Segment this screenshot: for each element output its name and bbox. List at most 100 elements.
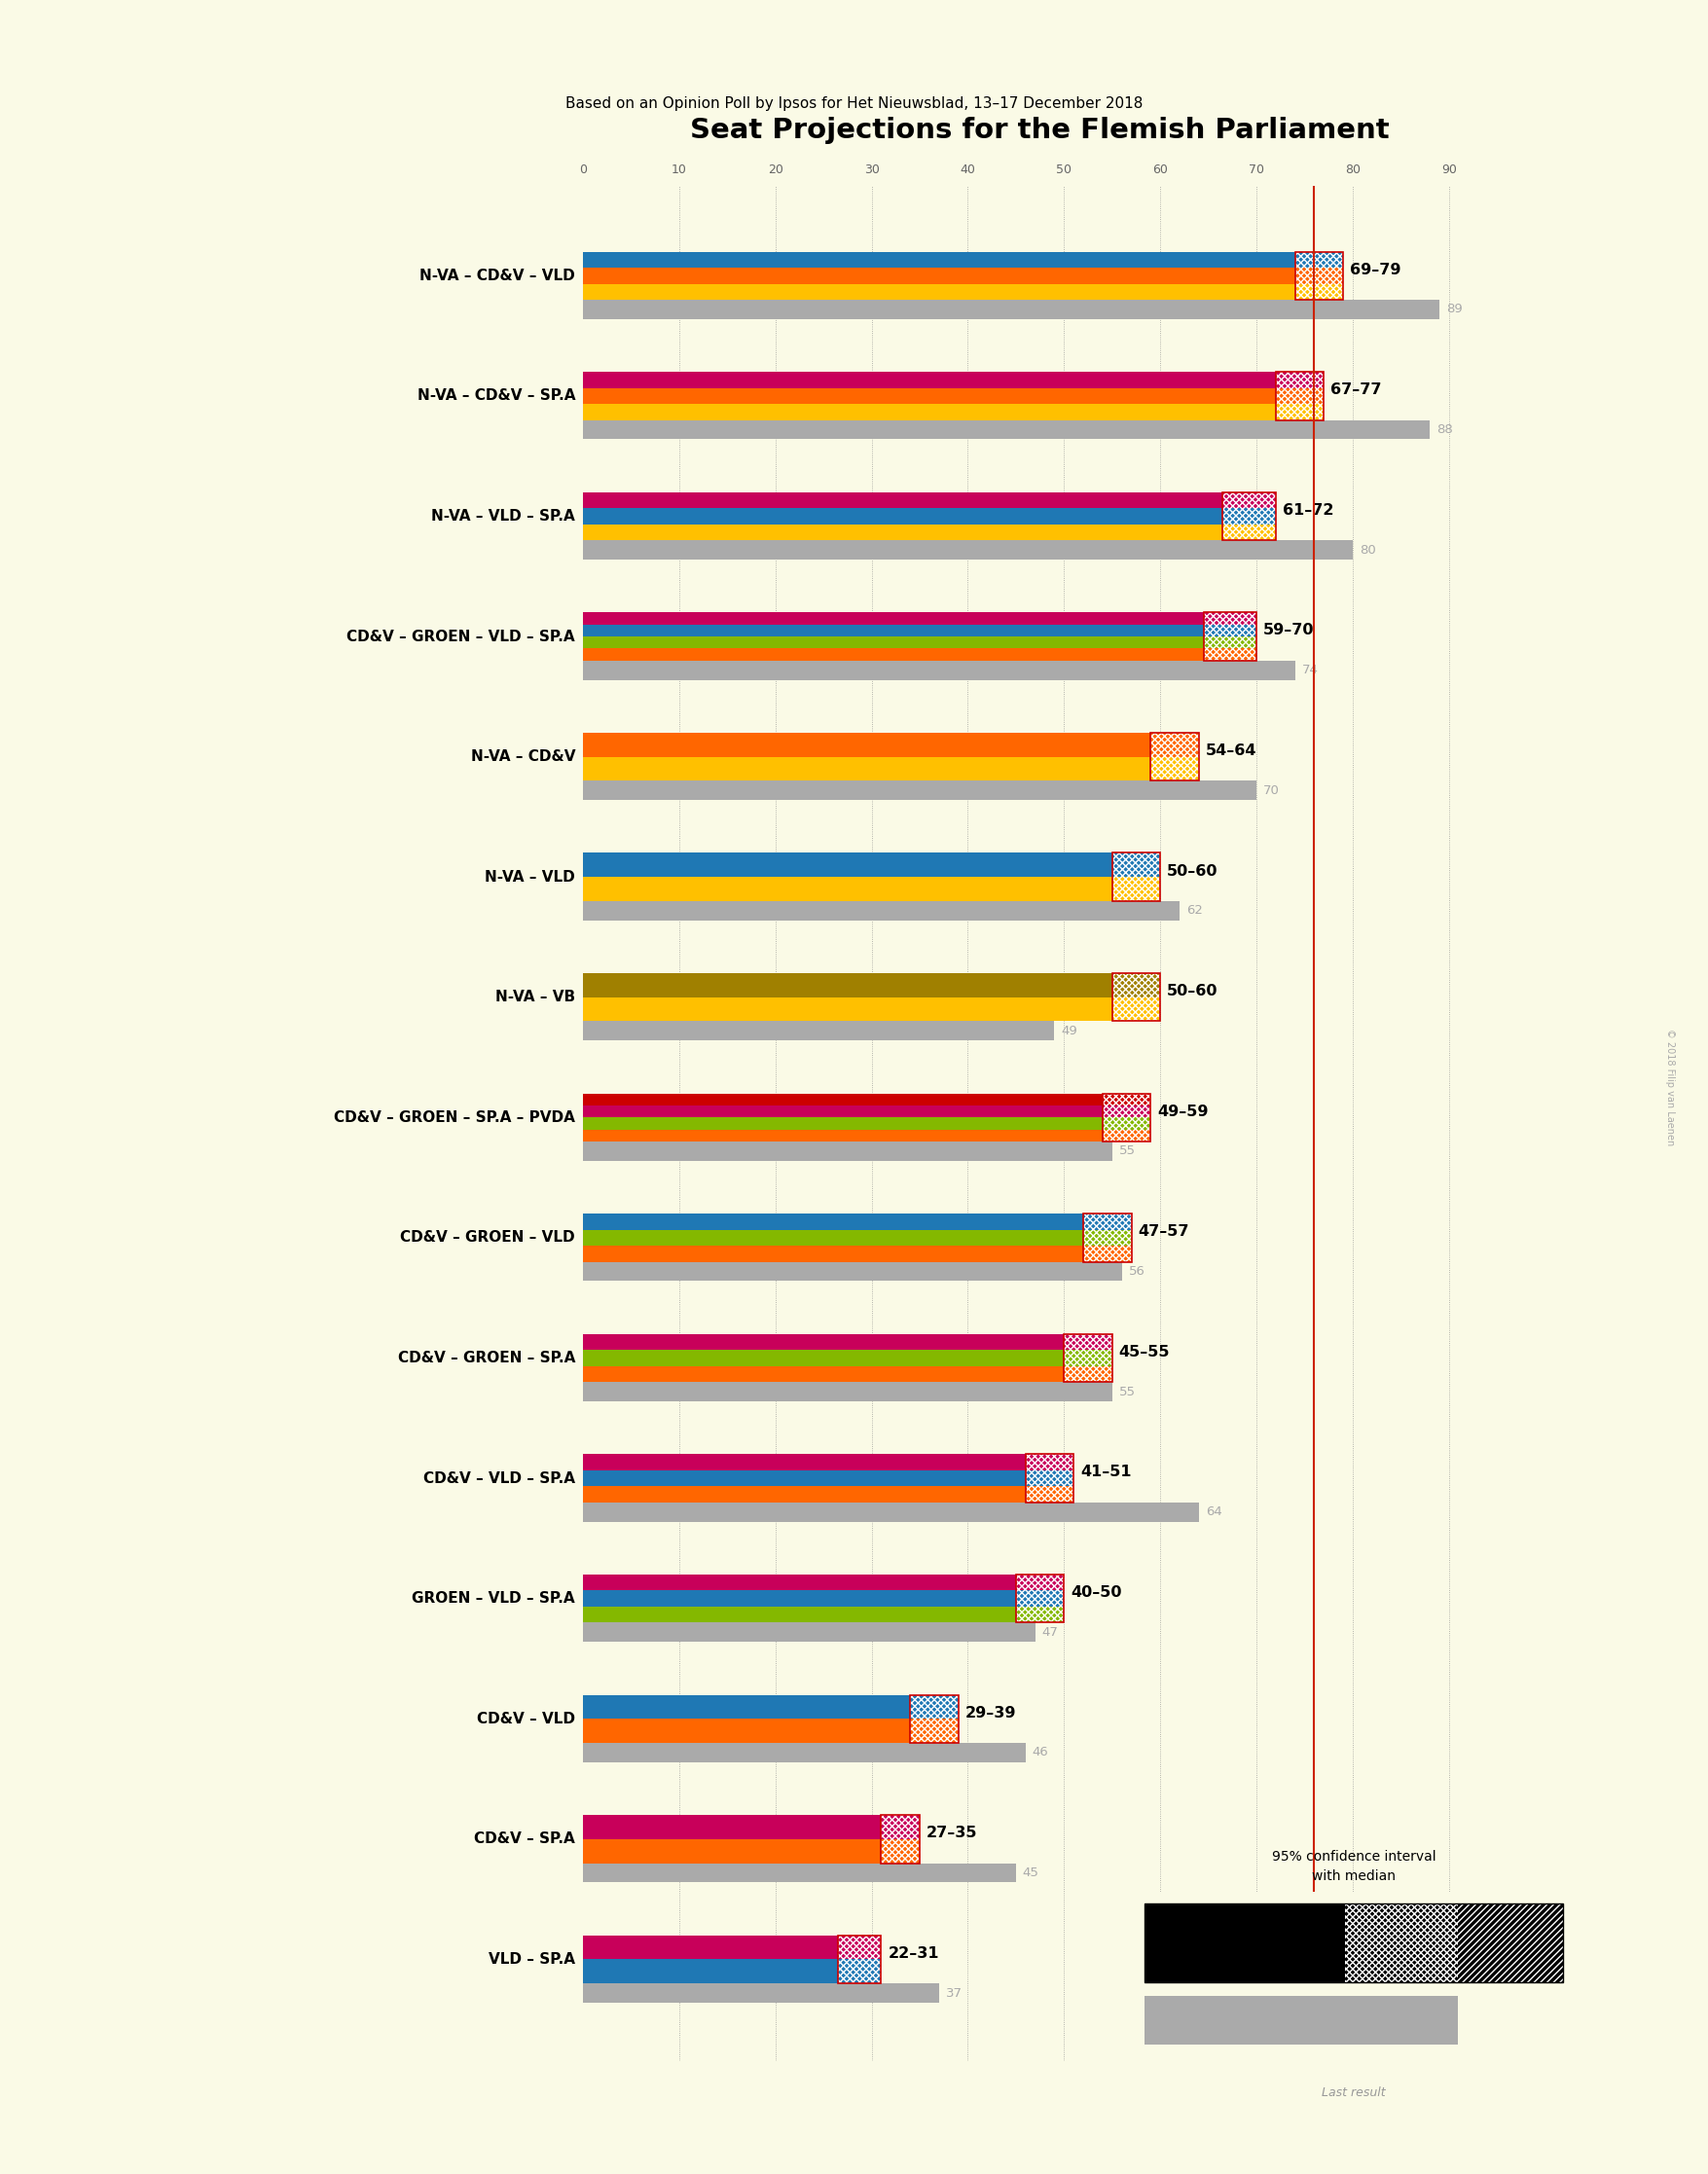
Text: 69–79: 69–79	[1349, 263, 1401, 276]
Bar	[582, 974, 1112, 998]
Bar	[1144, 1904, 1563, 1983]
Bar	[1025, 1454, 1074, 1470]
Bar	[582, 1350, 1064, 1365]
Text: CD&V – GROEN – SP.A – PVDA: CD&V – GROEN – SP.A – PVDA	[335, 1111, 576, 1124]
Text: 74: 74	[1301, 663, 1319, 676]
Text: 95% confidence interval
with median: 95% confidence interval with median	[1271, 1850, 1436, 1883]
Bar	[1102, 1107, 1151, 1117]
Text: 88: 88	[1436, 424, 1454, 437]
Bar	[1016, 1591, 1064, 1607]
Bar	[1223, 491, 1276, 509]
Text: 64: 64	[1206, 1507, 1221, 1517]
Bar	[1102, 1130, 1151, 1141]
Bar	[1295, 283, 1342, 300]
Bar	[881, 1815, 919, 1863]
Bar	[1223, 491, 1276, 509]
Text: 56: 56	[1129, 1265, 1144, 1278]
Text: N-VA – CD&V – VLD: N-VA – CD&V – VLD	[420, 267, 576, 283]
Bar	[1064, 1350, 1112, 1365]
Bar	[881, 1839, 919, 1863]
Bar	[1144, 1904, 1344, 1983]
Bar	[839, 1959, 881, 1983]
Bar	[582, 998, 1112, 1022]
Bar	[1064, 1335, 1112, 1350]
Bar	[1204, 613, 1257, 624]
Bar	[1016, 1591, 1064, 1607]
Text: 55: 55	[1119, 1385, 1136, 1398]
Bar	[582, 491, 1223, 509]
Bar	[582, 283, 1295, 300]
Bar	[582, 876, 1112, 900]
Bar	[839, 1959, 881, 1983]
Bar	[1276, 387, 1324, 404]
Text: 49–59: 49–59	[1158, 1104, 1209, 1120]
Bar	[1016, 1574, 1064, 1622]
Bar	[1276, 372, 1324, 387]
Bar	[1223, 509, 1276, 524]
Bar	[1276, 404, 1324, 420]
Bar	[1112, 974, 1160, 1022]
Bar	[1459, 1904, 1563, 1983]
Bar	[1083, 1230, 1131, 1246]
Bar	[582, 648, 1204, 661]
Text: CD&V – SP.A: CD&V – SP.A	[475, 1833, 576, 1846]
Bar	[1144, 1996, 1459, 2044]
Bar	[1112, 974, 1160, 998]
Bar	[582, 1022, 1054, 1041]
Bar	[582, 1574, 1016, 1591]
Bar	[1295, 267, 1342, 283]
Bar	[1276, 372, 1324, 420]
Bar	[1151, 733, 1199, 780]
Bar	[582, 1696, 910, 1720]
Bar	[1344, 1904, 1459, 1983]
Text: 27–35: 27–35	[926, 1826, 977, 1841]
Bar	[1204, 648, 1257, 661]
Bar	[582, 252, 1295, 267]
Bar	[910, 1696, 958, 1720]
Bar	[881, 1815, 919, 1839]
Bar	[582, 1246, 1083, 1261]
Bar	[910, 1696, 958, 1744]
Bar	[1064, 1350, 1112, 1365]
Text: 41–51: 41–51	[1081, 1465, 1131, 1480]
Bar	[582, 1230, 1083, 1246]
Text: 50–60: 50–60	[1167, 985, 1218, 998]
Bar	[1295, 283, 1342, 300]
Text: N-VA – VLD – SP.A: N-VA – VLD – SP.A	[432, 509, 576, 524]
Text: 54–64: 54–64	[1206, 744, 1257, 759]
Bar	[582, 1959, 839, 1983]
Text: 22–31: 22–31	[888, 1946, 939, 1961]
Bar	[1112, 974, 1160, 998]
Bar	[1151, 757, 1199, 780]
Bar	[582, 1815, 881, 1839]
Bar	[1223, 491, 1276, 541]
Bar	[582, 1863, 1016, 1883]
Bar	[582, 1335, 1064, 1350]
Bar	[582, 900, 1180, 920]
Bar	[582, 1470, 1025, 1487]
Text: 89: 89	[1447, 302, 1462, 315]
Bar	[1025, 1454, 1074, 1470]
Bar	[582, 300, 1440, 320]
Text: © 2018 Filip van Laenen: © 2018 Filip van Laenen	[1665, 1028, 1676, 1146]
Bar	[1083, 1213, 1131, 1230]
Bar	[582, 267, 1295, 283]
Text: N-VA – CD&V – SP.A: N-VA – CD&V – SP.A	[417, 389, 576, 402]
Bar	[1112, 852, 1160, 900]
Text: CD&V – GROEN – VLD – SP.A: CD&V – GROEN – VLD – SP.A	[347, 628, 576, 644]
Bar	[582, 1487, 1025, 1502]
Bar	[1295, 252, 1342, 267]
Bar	[1016, 1574, 1064, 1591]
Bar	[1344, 1904, 1459, 1983]
Bar	[582, 1261, 1122, 1280]
Bar	[1102, 1094, 1151, 1107]
Text: 61–72: 61–72	[1283, 502, 1334, 517]
Bar	[582, 509, 1223, 524]
Bar	[1112, 852, 1160, 876]
Text: 47: 47	[1042, 1626, 1059, 1639]
Text: GROEN – VLD – SP.A: GROEN – VLD – SP.A	[412, 1591, 576, 1607]
Bar	[839, 1935, 881, 1959]
Text: 37: 37	[946, 1987, 962, 2000]
Bar	[582, 852, 1112, 876]
Bar	[1204, 613, 1257, 624]
